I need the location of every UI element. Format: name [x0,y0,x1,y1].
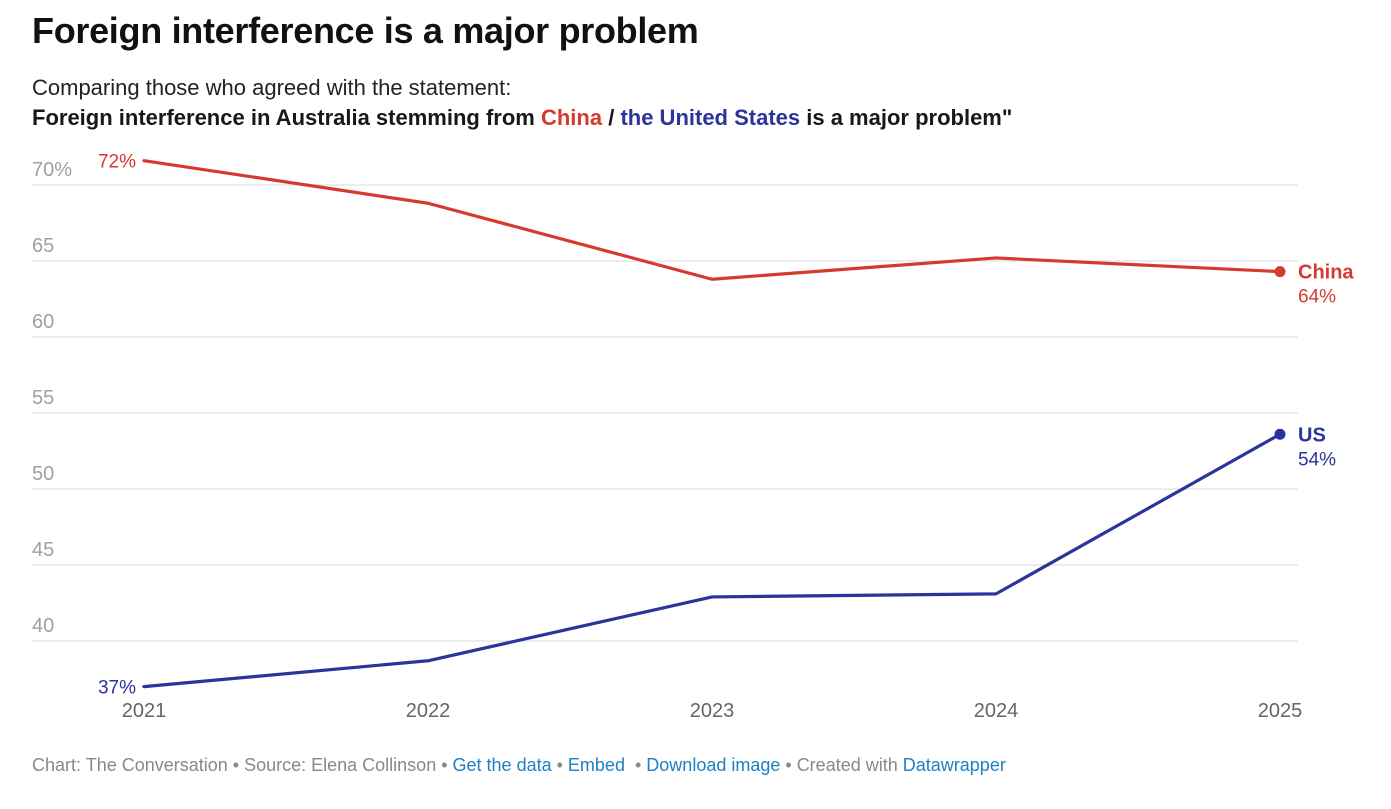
china-end-marker [1274,266,1286,278]
source-credit: Source: Elena Collinson [244,755,437,775]
us-series-name-label: US [1298,424,1326,446]
footer-separator: • [629,755,647,775]
chart-subtitle: Comparing those who agreed with the stat… [32,73,1012,133]
footer-separator: • [780,755,797,775]
data-labels: 72% China 64% 37% US 54% [98,152,1354,699]
subtitle-line-1: Comparing those who agreed with the stat… [32,75,512,100]
datawrapper-link[interactable]: Datawrapper [902,755,1006,775]
y-tick-label: 40 [32,615,54,637]
us-start-label: 37% [98,678,136,699]
line-chart: 40 45 50 55 60 65 70% 2021 2022 2023 2024 2025 72%… [32,152,1354,722]
us-end-marker [1274,428,1286,440]
subtitle-china-key: China [540,105,603,130]
created-with-text: Created with [796,755,898,775]
us-end-value-label: 54% [1298,449,1336,470]
chart-credit: Chart: The Conversation [32,755,228,775]
y-tick-label: 70% [32,159,72,181]
x-tick-label: 2025 [1258,700,1303,722]
get-the-data-link[interactable]: Get the data [452,755,552,775]
x-tick-label: 2022 [406,700,451,722]
y-tick-label: 45 [32,539,54,561]
subtitle-line-2: Foreign interference in Australia stemmi… [32,103,1012,133]
y-tick-label: 55 [32,387,54,409]
download-image-link[interactable]: Download image [646,755,781,775]
y-tick-label: 50 [32,463,54,485]
subtitle-us-key: the United States [620,105,801,130]
x-tick-label: 2023 [690,700,735,722]
series [142,159,1286,689]
chart-title: Foreign interference is a major problem [32,10,699,51]
china-start-label: 72% [98,152,136,173]
footer-separator: • [227,755,245,775]
subtitle-suffix: is a major problem" [800,105,1013,130]
y-tick-label: 60 [32,311,54,333]
subtitle-slash: / [602,105,621,130]
x-axis: 2021 2022 2023 2024 2025 [122,700,1303,722]
us-line [142,432,1282,689]
subtitle-prefix: Foreign interference in Australia stemmi… [32,105,541,130]
china-line [142,159,1282,281]
y-axis: 40 45 50 55 60 65 70% [32,159,72,637]
gridlines [32,184,1298,642]
chart-footer: Chart: The Conversation • Source: Elena … [32,755,1006,776]
embed-link[interactable]: Embed [567,755,625,775]
footer-separator: • [436,755,453,775]
china-end-value-label: 64% [1298,287,1336,308]
china-series-name-label: China [1298,262,1354,284]
y-tick-label: 65 [32,235,54,257]
x-tick-label: 2021 [122,700,167,722]
x-tick-label: 2024 [974,700,1019,722]
footer-separator: • [551,755,568,775]
